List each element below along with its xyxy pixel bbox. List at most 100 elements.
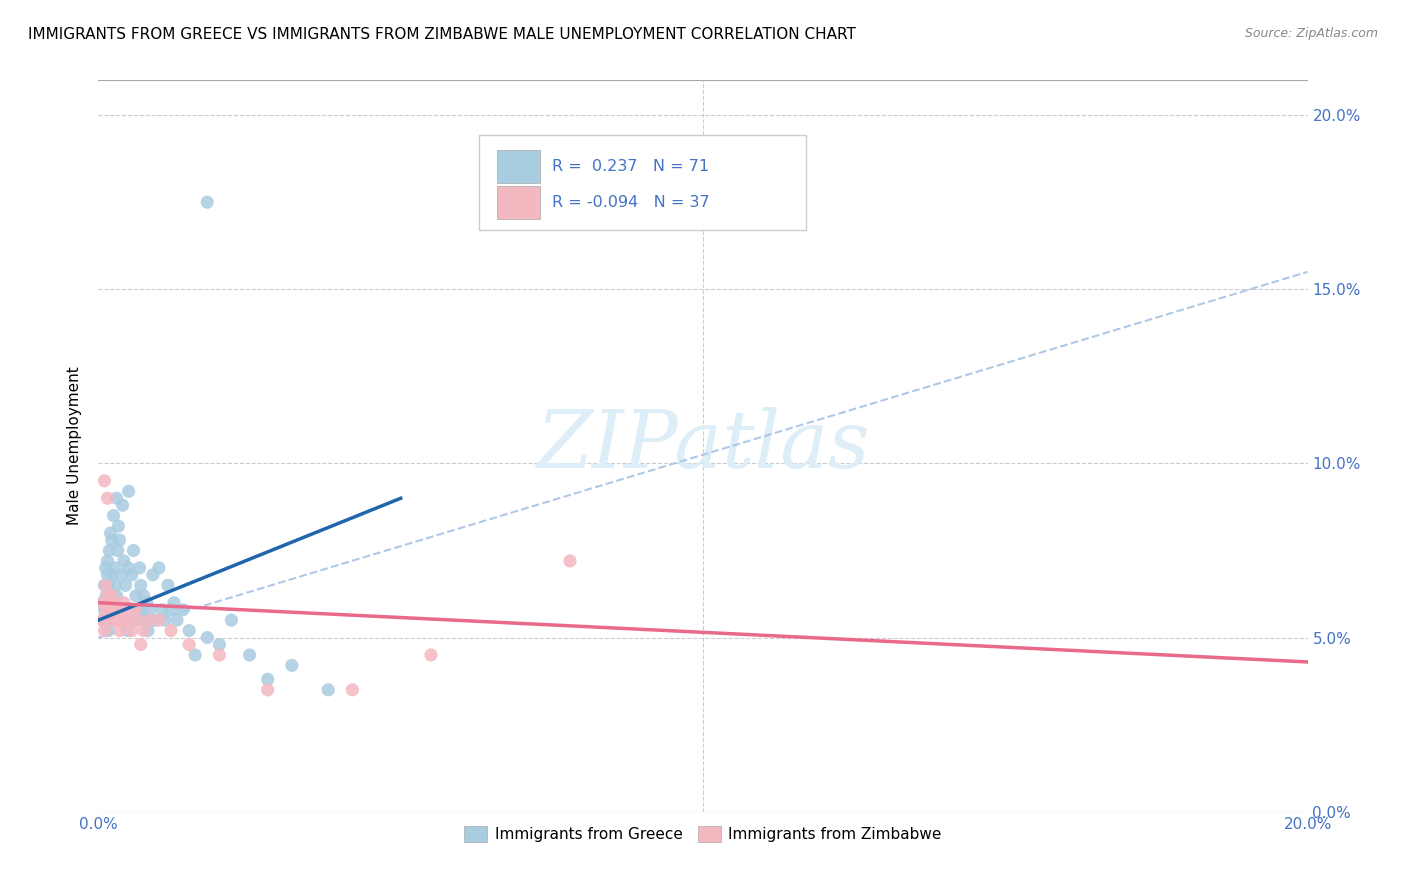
Point bbox=[93, 578, 115, 592]
Point bbox=[103, 508, 125, 523]
Point bbox=[166, 613, 188, 627]
Point bbox=[96, 554, 118, 568]
Point bbox=[100, 603, 122, 617]
Point bbox=[104, 578, 127, 592]
Point bbox=[132, 624, 155, 638]
Point bbox=[136, 624, 159, 638]
Point bbox=[94, 578, 117, 592]
Point bbox=[208, 648, 231, 662]
Point bbox=[160, 603, 183, 617]
Point bbox=[221, 613, 243, 627]
Point bbox=[96, 589, 118, 603]
Point bbox=[179, 624, 201, 638]
Point bbox=[97, 624, 120, 638]
Point bbox=[103, 613, 125, 627]
Point bbox=[93, 603, 115, 617]
Point bbox=[139, 613, 162, 627]
Point bbox=[105, 589, 128, 603]
Point bbox=[108, 603, 131, 617]
Point bbox=[132, 589, 155, 603]
Point bbox=[118, 613, 141, 627]
Point bbox=[135, 596, 157, 610]
Text: IMMIGRANTS FROM GREECE VS IMMIGRANTS FROM ZIMBABWE MALE UNEMPLOYMENT CORRELATION: IMMIGRANTS FROM GREECE VS IMMIGRANTS FRO… bbox=[28, 27, 856, 42]
Point bbox=[90, 596, 112, 610]
Point bbox=[101, 567, 124, 582]
Point bbox=[97, 578, 120, 592]
Point bbox=[93, 624, 115, 638]
Point bbox=[103, 613, 125, 627]
Point bbox=[118, 561, 141, 575]
Point bbox=[208, 638, 231, 652]
Point bbox=[98, 543, 121, 558]
Point bbox=[96, 589, 118, 603]
Text: R = -0.094   N = 37: R = -0.094 N = 37 bbox=[551, 195, 710, 211]
Point bbox=[96, 603, 118, 617]
Point bbox=[111, 613, 134, 627]
Point bbox=[139, 603, 162, 617]
Point bbox=[141, 613, 163, 627]
Point bbox=[107, 519, 129, 533]
Point bbox=[148, 613, 170, 627]
Point bbox=[195, 195, 218, 210]
Point bbox=[160, 624, 183, 638]
Point bbox=[96, 491, 118, 506]
Point bbox=[97, 596, 120, 610]
Point bbox=[98, 613, 121, 627]
Point bbox=[96, 603, 118, 617]
Point bbox=[108, 533, 131, 547]
Point bbox=[96, 567, 118, 582]
Text: R =  0.237   N = 71: R = 0.237 N = 71 bbox=[551, 159, 709, 174]
Point bbox=[112, 554, 135, 568]
Point bbox=[100, 596, 122, 610]
Point bbox=[110, 567, 132, 582]
Point bbox=[122, 543, 145, 558]
Point bbox=[105, 603, 128, 617]
Point bbox=[239, 648, 262, 662]
Point bbox=[111, 613, 134, 627]
Point bbox=[129, 638, 152, 652]
Point bbox=[153, 613, 176, 627]
Point bbox=[124, 603, 146, 617]
Point bbox=[114, 613, 136, 627]
Point bbox=[145, 613, 167, 627]
Point bbox=[256, 673, 278, 687]
Point bbox=[179, 638, 201, 652]
Point bbox=[281, 658, 304, 673]
Point bbox=[111, 498, 134, 512]
Point bbox=[91, 613, 114, 627]
Point bbox=[100, 533, 122, 547]
Point bbox=[256, 682, 278, 697]
Point bbox=[98, 613, 121, 627]
Point bbox=[142, 567, 165, 582]
Point bbox=[104, 596, 127, 610]
Point bbox=[558, 554, 581, 568]
Text: ZIPatlas: ZIPatlas bbox=[536, 408, 870, 484]
Point bbox=[118, 484, 141, 499]
Point bbox=[148, 561, 170, 575]
Point bbox=[114, 603, 136, 617]
FancyBboxPatch shape bbox=[479, 135, 806, 230]
Point bbox=[108, 624, 131, 638]
Point bbox=[98, 603, 121, 617]
Point bbox=[127, 613, 149, 627]
Point bbox=[131, 603, 153, 617]
Point bbox=[135, 613, 157, 627]
FancyBboxPatch shape bbox=[498, 186, 540, 219]
Point bbox=[172, 603, 194, 617]
Point bbox=[107, 543, 129, 558]
Point bbox=[195, 631, 218, 645]
Point bbox=[93, 474, 115, 488]
Point bbox=[121, 567, 143, 582]
Point bbox=[129, 578, 152, 592]
Point bbox=[342, 682, 364, 697]
Point bbox=[121, 624, 143, 638]
Point bbox=[124, 613, 146, 627]
Point bbox=[94, 561, 117, 575]
Point bbox=[128, 561, 150, 575]
Point bbox=[112, 596, 135, 610]
Point bbox=[114, 578, 136, 592]
Y-axis label: Male Unemployment: Male Unemployment bbox=[67, 367, 83, 525]
Point bbox=[107, 613, 129, 627]
Point bbox=[420, 648, 443, 662]
Point bbox=[100, 526, 122, 541]
